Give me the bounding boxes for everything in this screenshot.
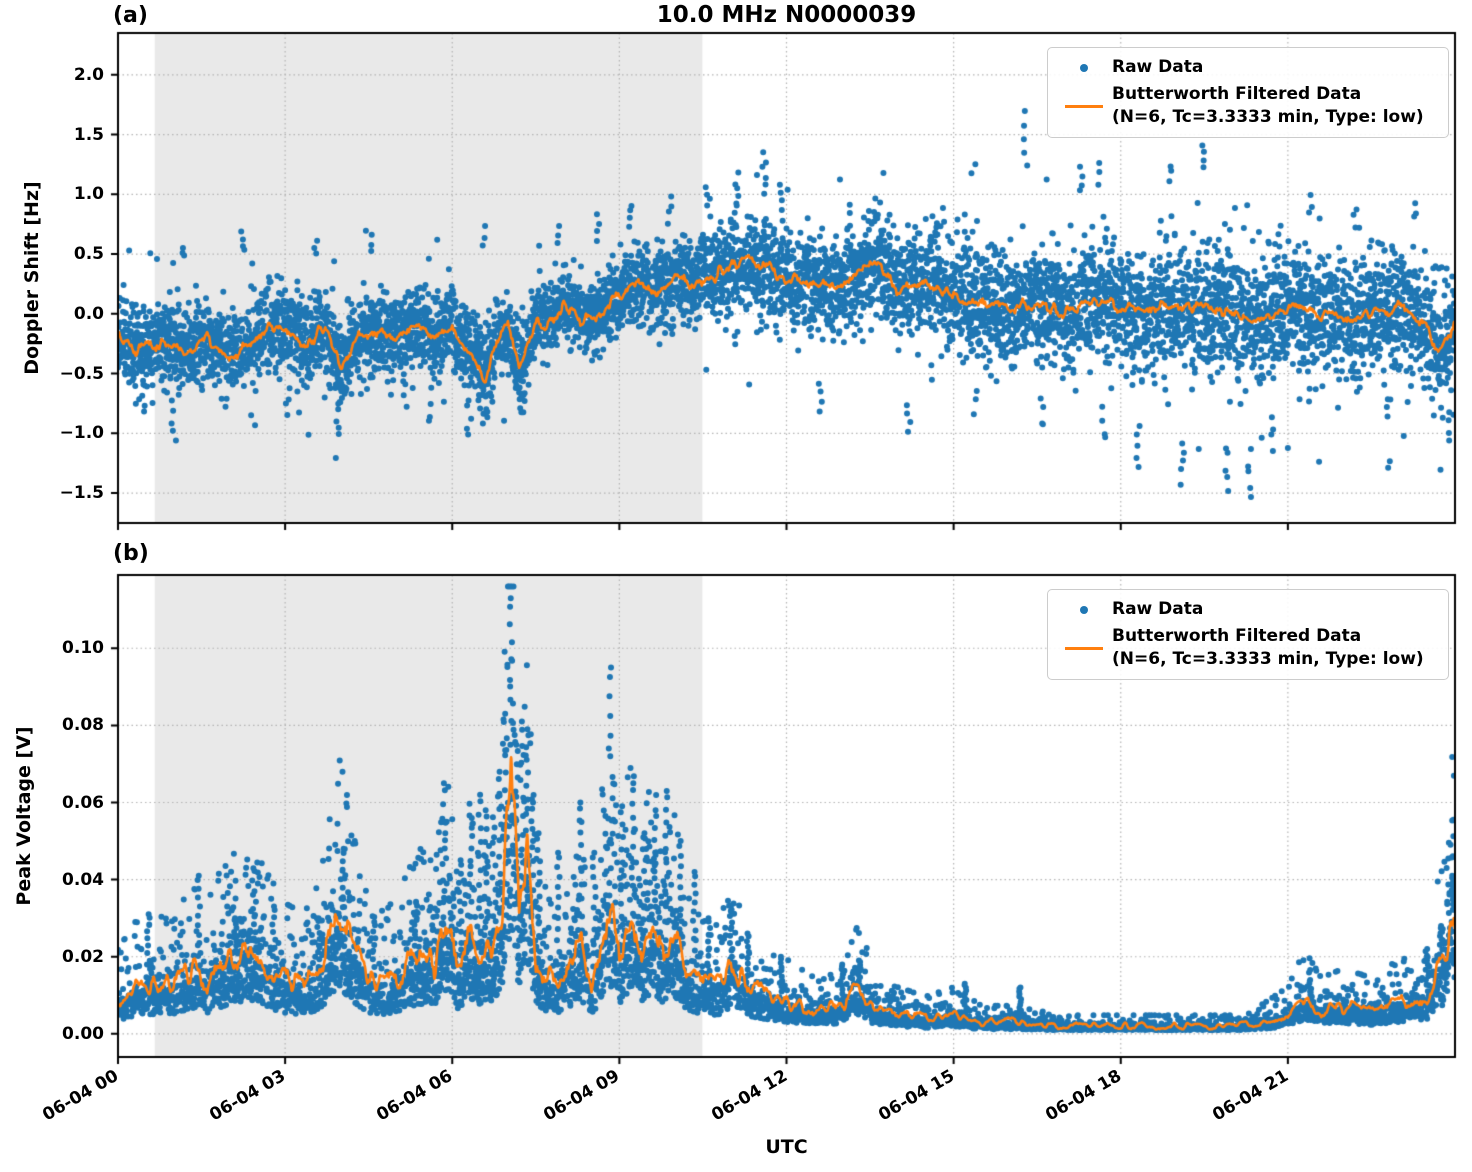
y-tick-label: 0.10 bbox=[62, 638, 104, 659]
y-tick-label: 0.00 bbox=[62, 1023, 104, 1044]
raw-data-dot-icon bbox=[1056, 63, 1112, 72]
legend-label: (N=6, Tc=3.3333 min, Type: low) bbox=[1112, 649, 1424, 669]
legend-item: Raw Data bbox=[1056, 56, 1438, 79]
y-tick-label: −1.0 bbox=[59, 423, 104, 444]
y-tick-label: 0.02 bbox=[62, 946, 104, 967]
y-tick-label: 1.0 bbox=[73, 184, 104, 205]
legend-item: Butterworth Filtered Data (N=6, Tc=3.3333… bbox=[1056, 625, 1438, 671]
legend-label: Raw Data bbox=[1112, 599, 1204, 619]
panel-b-label: (b) bbox=[113, 541, 149, 566]
y-tick-label: 0.0 bbox=[73, 303, 104, 324]
y-tick-label: 1.5 bbox=[73, 124, 104, 145]
y-tick-label: 0.06 bbox=[62, 792, 104, 813]
y-tick-label: 2.0 bbox=[73, 64, 104, 85]
legend-label: Butterworth Filtered Data bbox=[1112, 626, 1362, 646]
panel-a-label: (a) bbox=[113, 3, 148, 28]
figure-title: 10.0 MHz N0000039 bbox=[656, 2, 917, 28]
legend-label: Raw Data bbox=[1112, 57, 1204, 77]
y-tick-label: −0.5 bbox=[59, 363, 104, 384]
y-tick-label: 0.04 bbox=[62, 869, 104, 890]
legend-item: Raw Data bbox=[1056, 598, 1438, 621]
x-axis-label: UTC bbox=[765, 1136, 808, 1158]
panel-a-ylabel: Doppler Shift [Hz] bbox=[21, 181, 43, 375]
raw-data-dot-icon bbox=[1056, 605, 1112, 614]
legend: Raw Data Butterworth Filtered Data (N=6, T… bbox=[1047, 589, 1449, 680]
legend-item: Butterworth Filtered Data (N=6, Tc=3.3333… bbox=[1056, 83, 1438, 129]
legend: Raw Data Butterworth Filtered Data (N=6, T… bbox=[1047, 47, 1449, 138]
filtered-line-icon bbox=[1056, 646, 1112, 650]
filtered-line-icon bbox=[1056, 104, 1112, 108]
y-tick-label: −1.5 bbox=[59, 483, 104, 504]
legend-label: (N=6, Tc=3.3333 min, Type: low) bbox=[1112, 107, 1424, 127]
y-tick-label: 0.08 bbox=[62, 715, 104, 736]
legend-label: Butterworth Filtered Data bbox=[1112, 84, 1362, 104]
y-tick-label: 0.5 bbox=[73, 244, 104, 265]
